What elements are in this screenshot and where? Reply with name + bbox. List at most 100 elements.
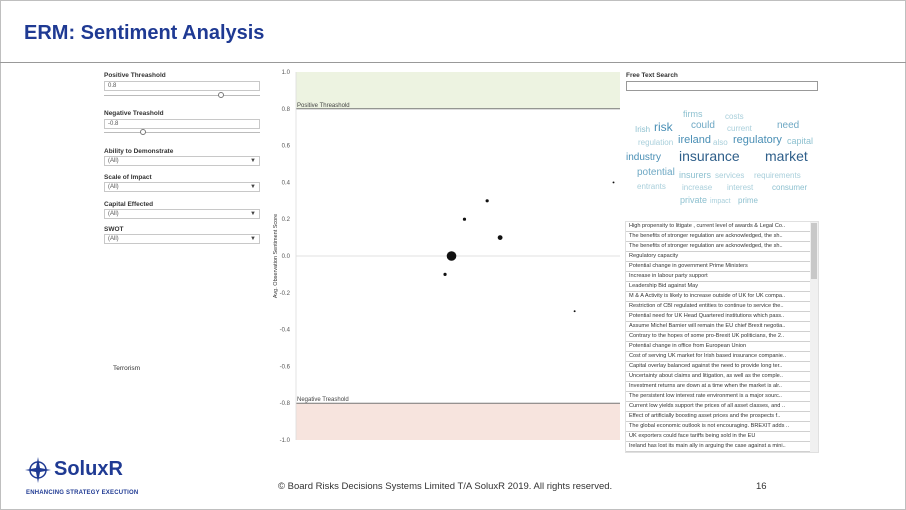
logo-tagline: ENHANCING STRATEGY EXECUTION xyxy=(26,490,139,496)
list-item[interactable]: Assume Michel Barnier will remain the EU… xyxy=(626,322,810,332)
bubble-label: Directors and Officers xyxy=(213,345,253,360)
bubble-label: Political xyxy=(144,403,167,411)
word-cloud-term[interactable]: insurers xyxy=(679,170,712,180)
bubble-label: Property xyxy=(190,299,215,307)
capital-filter-select[interactable]: (All) ▼ xyxy=(104,209,260,219)
word-cloud-term[interactable]: Irish xyxy=(635,125,651,134)
list-item[interactable]: UK exporters could face tariffs being so… xyxy=(626,432,810,442)
word-cloud-term[interactable]: market xyxy=(765,148,808,164)
word-cloud-term[interactable]: entrants xyxy=(637,182,666,191)
scale-filter-value: (All) xyxy=(108,184,119,190)
ability-filter-select[interactable]: (All) ▼ xyxy=(104,156,260,166)
y-tick-label: 0.4 xyxy=(282,180,291,186)
list-item[interactable]: Contrary to the hopes of some pro-Brexit… xyxy=(626,332,810,342)
list-item[interactable]: The benefits of stronger regulation are … xyxy=(626,232,810,242)
list-scrollbar[interactable] xyxy=(810,222,818,452)
word-cloud-term[interactable]: firms xyxy=(683,109,703,119)
negative-threshold-slider[interactable] xyxy=(104,128,260,136)
list-item[interactable]: Potential need for UK Head Quartered ins… xyxy=(626,312,810,322)
scatter-point xyxy=(443,272,447,276)
word-cloud-term[interactable]: could xyxy=(691,120,715,131)
list-item[interactable]: The benefits of stronger regulation are … xyxy=(626,242,810,252)
word-cloud-term[interactable]: consumer xyxy=(772,183,808,192)
logo-text: SoluxR xyxy=(54,458,123,480)
observation-list[interactable]: High propensity to litigate , current le… xyxy=(625,221,819,453)
list-item[interactable]: Restriction of CBI regulated entities to… xyxy=(626,302,810,312)
scatter-point xyxy=(573,310,576,313)
capital-filter-label: Capital Effected xyxy=(104,201,154,208)
chevron-down-icon: ▼ xyxy=(250,184,256,190)
word-cloud-term[interactable]: regulation xyxy=(638,138,674,147)
list-item[interactable]: High propensity to litigate , current le… xyxy=(626,222,810,232)
y-tick-label: 0.6 xyxy=(282,144,291,150)
bubble-political[interactable]: Political xyxy=(128,380,183,435)
swot-filter-select[interactable]: (All) ▼ xyxy=(104,234,260,244)
y-tick-label: -1.0 xyxy=(280,438,291,444)
y-axis-title: Avg. Observation Sentiment Score xyxy=(273,214,279,298)
swot-filter-label: SWOT xyxy=(104,226,124,233)
positive-band xyxy=(296,72,620,109)
list-item[interactable]: Cost of serving UK market for Irish base… xyxy=(626,352,810,362)
word-cloud-term[interactable]: capital xyxy=(787,136,814,146)
word-cloud-term[interactable]: regulatory xyxy=(733,134,782,146)
slider-knob[interactable] xyxy=(218,92,224,98)
word-cloud-term[interactable]: potential xyxy=(637,167,675,178)
word-cloud-term[interactable]: costs xyxy=(725,112,744,121)
free-text-search-input[interactable] xyxy=(626,81,818,91)
list-item[interactable]: Regulatory capacity xyxy=(626,252,810,262)
word-cloud-term[interactable]: current xyxy=(727,124,752,133)
word-cloud-term[interactable]: prime xyxy=(738,196,759,205)
negative-threshold-input[interactable]: -0.8 xyxy=(104,119,260,129)
page-title: ERM: Sentiment Analysis xyxy=(24,22,265,44)
list-item[interactable]: The persistent low interest rate environ… xyxy=(626,392,810,402)
list-item[interactable]: The global economic outlook is not encou… xyxy=(626,422,810,432)
scatter-point xyxy=(612,181,615,184)
list-item[interactable]: M & A Activity is likely to increase out… xyxy=(626,292,810,302)
bubble-label: Terrorism xyxy=(112,364,141,372)
bubble-cyber[interactable]: Cyber xyxy=(144,322,204,382)
word-cloud-term[interactable]: increase xyxy=(682,183,713,192)
positive-band-label: Positive Threashold xyxy=(297,103,350,109)
slider-knob[interactable] xyxy=(140,129,146,135)
scale-filter-select[interactable]: (All) ▼ xyxy=(104,182,260,192)
list-item[interactable]: Leadership Bid against May xyxy=(626,282,810,292)
list-item[interactable]: Increase in labour party support xyxy=(626,272,810,282)
word-cloud-term[interactable]: ireland xyxy=(678,134,712,146)
negative-threshold-label: Negative Treashold xyxy=(104,110,164,117)
ability-filter-label: Ability to Demonstrate xyxy=(104,148,174,155)
bubble-terrorism[interactable]: Terrorism xyxy=(106,348,147,389)
capital-filter-value: (All) xyxy=(108,211,119,217)
word-cloud-term[interactable]: interest xyxy=(727,183,754,192)
word-cloud-term[interactable]: industry xyxy=(626,152,662,163)
list-item[interactable]: Uncertainty about claims and litigation,… xyxy=(626,372,810,382)
scatter-point xyxy=(485,199,489,203)
positive-threshold-slider[interactable] xyxy=(104,91,260,99)
page-number: 16 xyxy=(756,481,767,492)
word-cloud-term[interactable]: requirements xyxy=(754,171,801,180)
word-cloud-term[interactable]: need xyxy=(777,120,800,131)
list-item[interactable]: Effect of artificially boosting asset pr… xyxy=(626,412,810,422)
word-cloud-term[interactable]: also xyxy=(713,138,728,147)
list-item[interactable]: Current low yields support the prices of… xyxy=(626,402,810,412)
list-item[interactable]: Ireland has lost its main ally in arguin… xyxy=(626,442,810,452)
list-item[interactable]: Potential change in government Prime Min… xyxy=(626,262,810,272)
word-cloud-term[interactable]: risk xyxy=(654,120,673,134)
y-tick-label: 0.2 xyxy=(282,217,291,223)
word-cloud-term[interactable]: insurance xyxy=(679,148,740,164)
bubble-financial[interactable]: Financial xyxy=(182,372,223,413)
ability-filter-value: (All) xyxy=(108,158,119,164)
word-cloud-term[interactable]: services xyxy=(715,171,745,180)
scrollbar-thumb[interactable] xyxy=(811,223,817,279)
scatter-point xyxy=(446,251,457,261)
soluxr-logo: SoluxR ENHANCING STRATEGY EXECUTION xyxy=(24,454,174,500)
positive-threshold-input[interactable]: 0.8 xyxy=(104,81,260,91)
bubble-directors-officers[interactable]: Directors and Officers xyxy=(203,323,263,383)
bubble-property[interactable]: Property xyxy=(175,276,230,331)
list-item[interactable]: Investment returns are down at a time wh… xyxy=(626,382,810,392)
word-cloud-term[interactable]: private xyxy=(680,195,708,205)
copyright-text: © Board Risks Decisions Systems Limited … xyxy=(278,481,613,492)
title-divider xyxy=(0,62,906,63)
list-item[interactable]: Capital overlay balanced against the nee… xyxy=(626,362,810,372)
list-item[interactable]: Potential change in office from European… xyxy=(626,342,810,352)
word-cloud-term[interactable]: impact xyxy=(710,198,731,205)
